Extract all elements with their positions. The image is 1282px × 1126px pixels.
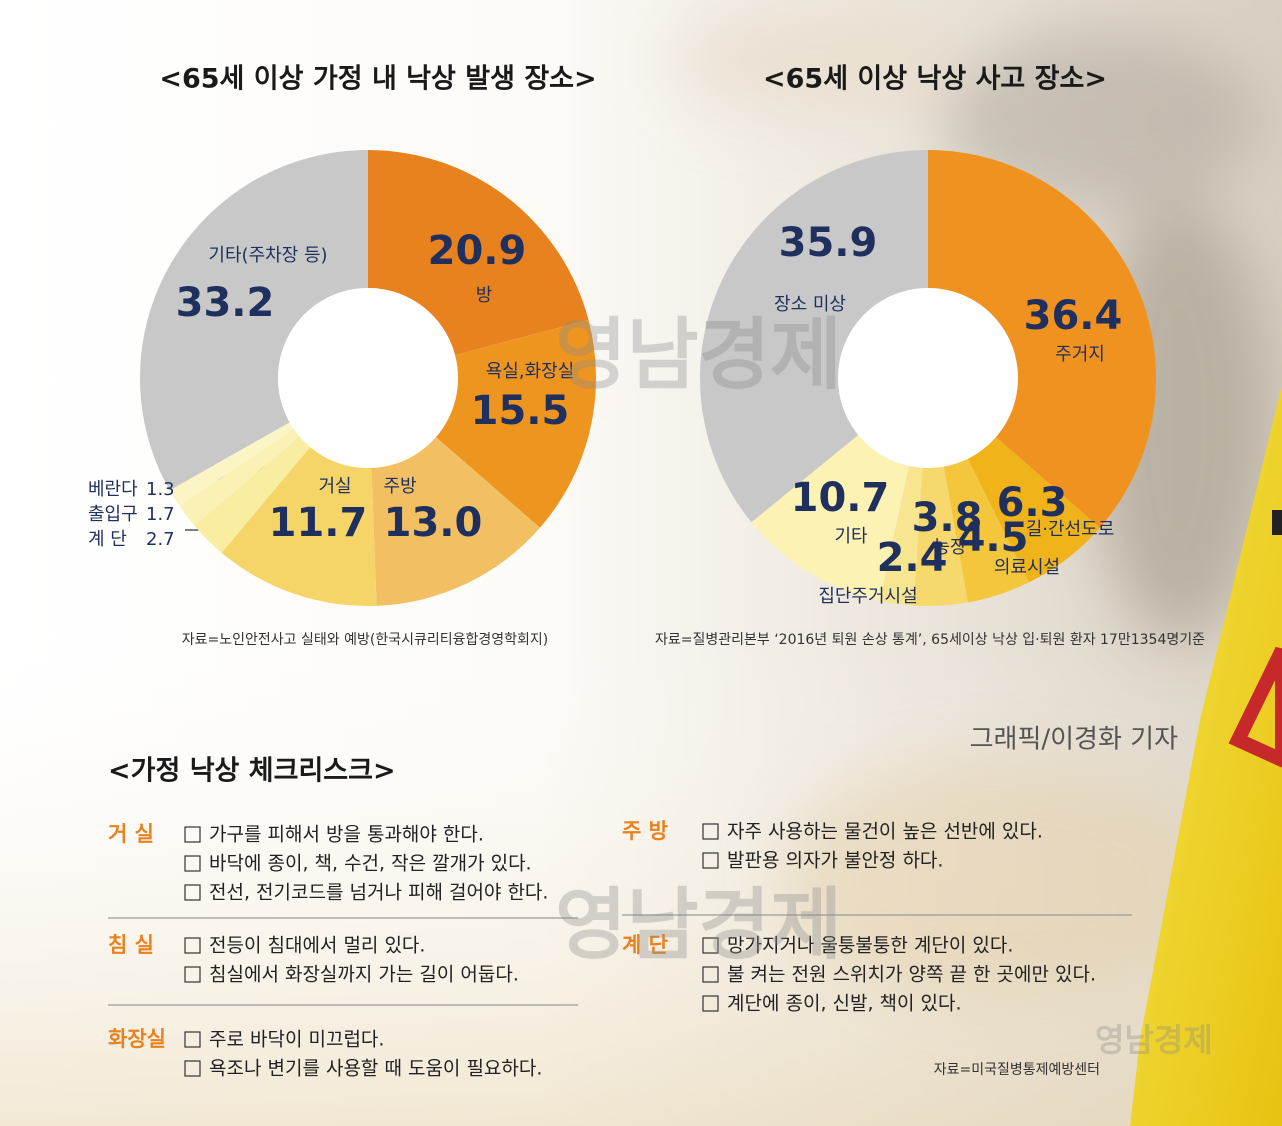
- checkbox: [184, 937, 201, 954]
- category-label: 베란다: [88, 479, 138, 500]
- checklist-item: 가구를 피해서 방을 통과해야 한다.: [209, 824, 484, 846]
- pie-segment: [221, 446, 377, 606]
- source: 자료=질병관리본부 ‘2016년 퇴원 손상 통계’, 65세이상 낙상 입·퇴…: [655, 632, 1205, 648]
- pie-segment: [879, 465, 923, 606]
- watermark: 영남경제: [1095, 1021, 1213, 1059]
- category-label: 주방: [383, 476, 416, 497]
- charts: 20.9 방 15.5 욕실,화장실 13.0 주방 11.7 거실계 단 2.7 출입구 1.7 베…: [88, 150, 1157, 607]
- source: 자료=미국질병통제예방센터: [934, 1062, 1100, 1078]
- value-label: 11.7: [269, 500, 368, 546]
- checkbox: [702, 852, 719, 869]
- value-label: 1.3: [146, 479, 175, 500]
- category-label: 출입구: [88, 504, 138, 525]
- category-label: 주거지: [1055, 344, 1105, 365]
- checklist-item: 자주 사용하는 물건이 높은 선반에 있다.: [727, 821, 1043, 843]
- category-label: 길·간선도로: [1026, 519, 1115, 540]
- checkbox: [184, 1031, 201, 1048]
- pie-segment: [700, 150, 928, 523]
- category-label: 욕실,화장실: [486, 361, 575, 382]
- watermark: 영남경제: [555, 880, 842, 970]
- pie-segment: [371, 437, 540, 606]
- donut-hole: [838, 288, 1018, 468]
- checklist-item: 불 켜는 전원 스위치가 양쪽 끝 한 곳에만 있다.: [727, 964, 1096, 986]
- section-heading: 침 실: [108, 933, 154, 957]
- checklist-item: 망가지거나 울퉁불퉁한 계단이 있다.: [727, 935, 1013, 957]
- checkbox: [702, 995, 719, 1012]
- pie-segment: [139, 150, 368, 491]
- value-label: 2.4: [877, 535, 948, 581]
- value-label: 6.3: [997, 480, 1068, 526]
- checklist-item: 계단에 종이, 신발, 책이 있다.: [727, 993, 962, 1015]
- checkbox: [184, 966, 201, 983]
- checkbox: [184, 855, 201, 872]
- section-heading: 계 단: [622, 933, 668, 957]
- section-heading: 화장실: [108, 1027, 166, 1051]
- watermark: 영남경제: [555, 310, 842, 400]
- category-label: 의료시설: [994, 557, 1060, 578]
- pie-segment: [194, 436, 311, 553]
- category-label: 농장: [933, 537, 966, 558]
- checkbox: [184, 1060, 201, 1077]
- value-label: 10.7: [791, 475, 890, 521]
- value-label: 2.7: [146, 529, 175, 550]
- value-label: 1.7: [146, 504, 175, 525]
- section-heading: 주 방: [622, 819, 668, 843]
- category-label: 기타: [834, 526, 868, 547]
- checklist-title: <가정 낙상 체크리스크>: [108, 756, 396, 787]
- donut-hole: [278, 288, 458, 468]
- checklist-item: 전선, 전기코드를 넘거나 피해 걸어야 한다.: [209, 882, 548, 904]
- wet-floor-sign: [1130, 385, 1282, 1126]
- checklist-item: 주로 바닥이 미끄럽다.: [209, 1029, 384, 1051]
- value-label: 35.9: [779, 220, 878, 266]
- checkbox: [702, 823, 719, 840]
- pie-segment: [169, 422, 294, 507]
- pie-segment: [751, 434, 909, 601]
- blurred-photo: [670, 0, 1270, 1000]
- category-label: 거실: [318, 476, 351, 497]
- checklist-item: 전등이 침대에서 멀리 있다.: [209, 935, 425, 957]
- category-label: 집단주거시설: [818, 586, 917, 607]
- checklist-rules: [108, 914, 1132, 1006]
- section-heading: 거 실: [108, 822, 154, 846]
- checkbox: [184, 884, 201, 901]
- value-label: 3.8: [912, 495, 983, 541]
- checklist-item: 발판용 의자가 불안정 하다.: [727, 850, 943, 872]
- value-label: 15.5: [471, 388, 570, 434]
- checklist-item: 침실에서 화장실까지 가는 길이 어둡다.: [209, 964, 519, 986]
- value-label: 13.0: [384, 500, 483, 546]
- pie-segment: [368, 150, 589, 356]
- category-label: 기타(주차장 등): [208, 245, 327, 266]
- source: 자료=노인안전사고 실태와 예방(한국시큐리티융합경영학회지): [182, 632, 548, 648]
- pie-segment: [913, 466, 968, 606]
- pie-segment: [435, 319, 596, 528]
- category-label: 계 단: [88, 529, 127, 550]
- checklist-item: 욕조나 변기를 사용할 때 도움이 필요하다.: [209, 1058, 542, 1080]
- pie-segment: [943, 458, 1029, 603]
- checklist-item: 바닥에 종이, 책, 수건, 작은 깔개가 있다.: [209, 853, 532, 875]
- checkbox: [184, 826, 201, 843]
- value-label: 33.2: [176, 280, 275, 326]
- category-label: 방: [476, 285, 493, 306]
- value-label: 20.9: [428, 228, 527, 274]
- pie-segment: [928, 150, 1157, 528]
- checkbox: [702, 937, 719, 954]
- credit: 그래픽/이경화 기자: [970, 725, 1178, 755]
- chart-title: <65세 이상 가정 내 낙상 발생 장소>: [159, 64, 596, 95]
- checklist: 거 실 가구를 피해서 방을 통과해야 한다. 바닥에 종이, 책, 수건, 작은 …: [108, 819, 1096, 1080]
- pie-segment: [179, 428, 300, 526]
- pie-segment: [967, 437, 1100, 583]
- value-label: 36.4: [1024, 293, 1123, 339]
- checkbox: [702, 966, 719, 983]
- value-label: 4.5: [958, 515, 1029, 561]
- category-label: 장소 미상: [774, 294, 846, 315]
- chart-title: <65세 이상 낙상 사고 장소>: [763, 64, 1107, 95]
